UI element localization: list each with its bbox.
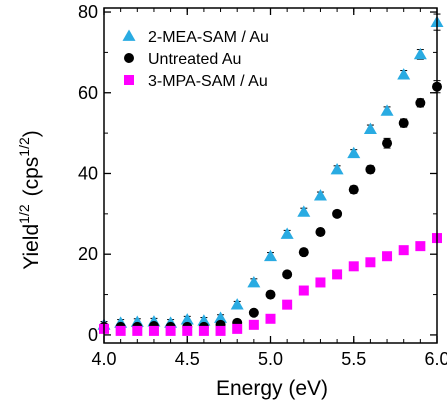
data-point [398, 118, 409, 129]
x-tick-label: 5.0 [258, 349, 283, 369]
plot-background [104, 8, 437, 343]
data-point [182, 325, 193, 336]
legend-marker [124, 53, 134, 63]
data-point [330, 162, 344, 175]
data-point [247, 275, 261, 288]
data-point [264, 249, 277, 262]
data-point [214, 311, 228, 323]
data-point [297, 205, 311, 217]
data-point [115, 325, 126, 336]
y-tick-label: 20 [78, 244, 98, 264]
data-point [280, 227, 294, 239]
data-point [415, 97, 426, 108]
data-point [197, 314, 211, 326]
y-axis-label-close: ) [20, 130, 43, 137]
data-point [413, 47, 427, 60]
data-point [365, 257, 376, 268]
data-point [315, 277, 326, 288]
data-point [198, 325, 209, 336]
data-point [363, 122, 377, 134]
data-point [397, 68, 411, 80]
y-axis-label-base-sup: 1/2 [16, 204, 32, 224]
data-point [398, 245, 409, 256]
data-point [180, 313, 194, 325]
x-tick-label: 6.0 [424, 349, 447, 369]
x-tick-label: 5.5 [341, 349, 366, 369]
data-point [248, 307, 259, 318]
data-point [298, 285, 309, 296]
svg-text:Yield1/2(cps1/2): Yield1/2(cps1/2) [16, 130, 43, 270]
legend-marker [122, 29, 136, 41]
legend-label: Untreated Au [148, 51, 241, 68]
data-point [332, 269, 343, 280]
data-point [248, 319, 259, 330]
x-axis-label: Energy (eV) [216, 377, 328, 400]
data-point [415, 241, 426, 252]
data-point [265, 313, 276, 324]
legend-label: 2-MEA-SAM / Au [148, 29, 269, 46]
axis-ticks: 4.0 4.5 5.0 5.5 6.0 0 20 40 60 80 [78, 2, 447, 369]
y-tick-label: 60 [78, 83, 98, 103]
legend: 2-MEA-SAM / Au Untreated Au 3-MPA-SAM / Au [122, 29, 269, 90]
data-point [313, 189, 327, 201]
data-point [230, 298, 244, 310]
data-point [232, 323, 243, 334]
x-tick-label: 4.0 [91, 349, 116, 369]
data-point [380, 104, 394, 116]
legend-label: 3-MPA-SAM / Au [148, 73, 268, 90]
data-point [347, 146, 361, 159]
data-point [365, 164, 376, 175]
data-point [298, 247, 309, 258]
data-point [282, 269, 293, 280]
y-tick-label: 80 [78, 2, 98, 22]
legend-marker [124, 75, 134, 85]
y-axis-label-unit-sup: 1/2 [16, 137, 32, 157]
y-tick-label: 0 [88, 325, 98, 345]
data-point [332, 208, 343, 219]
data-point [348, 261, 359, 272]
data-point [165, 325, 176, 336]
data-point [382, 138, 393, 149]
data-point [382, 251, 393, 262]
plot-area [104, 8, 437, 343]
y-tick-label: 40 [78, 163, 98, 183]
y-axis-label: Yield1/2(cps1/2) [16, 130, 43, 270]
data-point [148, 325, 159, 336]
data-point [265, 289, 276, 300]
data-point [315, 227, 326, 238]
data-point [282, 299, 293, 310]
y-axis-label-base: Yield [20, 224, 43, 270]
x-tick-label: 4.5 [175, 349, 200, 369]
data-point [348, 184, 359, 195]
data-point [132, 325, 143, 336]
y-axis-label-unit: (cps [20, 157, 43, 197]
data-point [215, 325, 226, 336]
